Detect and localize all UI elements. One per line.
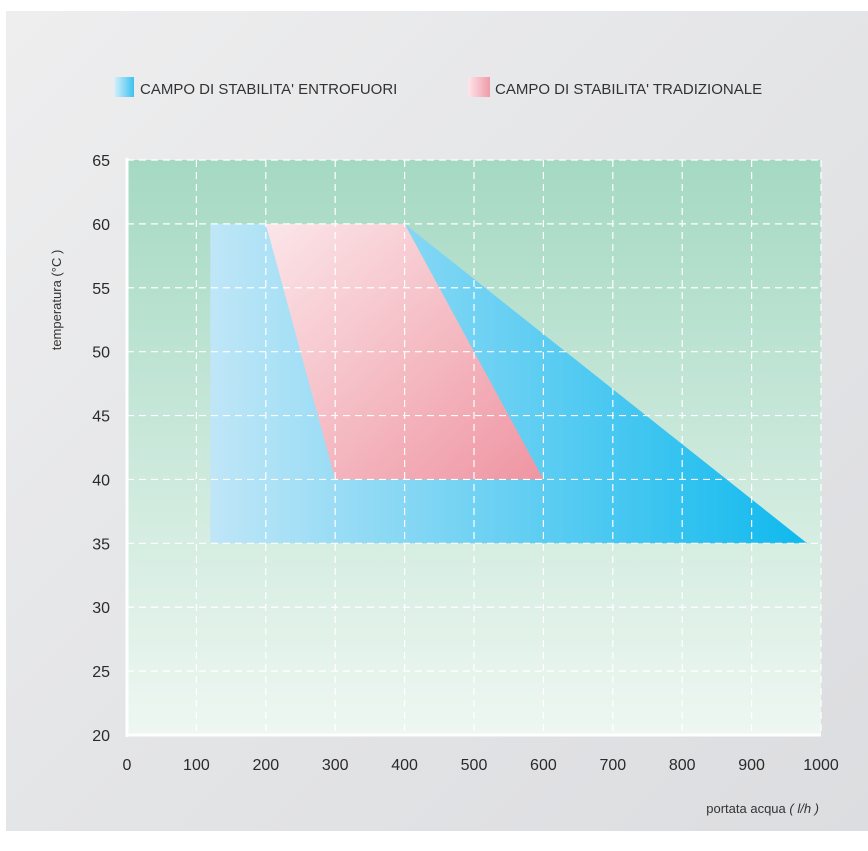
y-tick-labels: 20 25 30 35 40 45 50 55 60 65: [92, 153, 110, 745]
x-tick-label: 300: [322, 757, 349, 774]
y-tick-label: 45: [92, 409, 110, 426]
y-tick-label: 30: [92, 600, 110, 617]
x-tick-label: 200: [252, 757, 279, 774]
x-tick-label: 100: [183, 757, 210, 774]
grid: [127, 159, 822, 735]
legend-label-tradizionale: CAMPO DI STABILITA' TRADIZIONALE: [495, 81, 762, 98]
y-tick-label: 25: [92, 664, 110, 681]
legend: CAMPO DI STABILITA' ENTROFUORI CAMPO DI …: [114, 77, 762, 98]
x-axis-label: portata acqua ( l/h ): [706, 801, 819, 816]
x-tick-label: 1000: [803, 757, 839, 774]
x-tick-label: 700: [599, 757, 626, 774]
y-tick-label: 40: [92, 472, 110, 489]
x-tick-labels: 0 100 200 300 400 500 600 700 800 900 1000: [123, 757, 839, 774]
y-tick-label: 55: [92, 281, 110, 298]
legend-label-entrofuori: CAMPO DI STABILITA' ENTROFUORI: [140, 81, 397, 98]
x-tick-label: 400: [391, 757, 418, 774]
y-tick-label: 60: [92, 217, 110, 234]
legend-swatch-entrofuori: [114, 77, 134, 97]
y-axis-label: temperatura (°C ): [49, 250, 64, 351]
x-tick-label: 900: [738, 757, 765, 774]
x-tick-label: 600: [530, 757, 557, 774]
x-tick-label: 500: [461, 757, 488, 774]
x-tick-label: 0: [123, 757, 132, 774]
x-axis-label-main: portata acqua: [706, 801, 789, 816]
y-tick-label: 65: [92, 153, 110, 170]
axes: [125, 158, 821, 737]
x-tick-label: 800: [669, 757, 696, 774]
y-tick-label: 50: [92, 345, 110, 362]
x-axis-label-unit: ( l/h ): [789, 801, 819, 816]
y-tick-label: 20: [92, 728, 110, 745]
legend-swatch-tradizionale: [468, 77, 490, 97]
y-tick-label: 35: [92, 536, 110, 553]
